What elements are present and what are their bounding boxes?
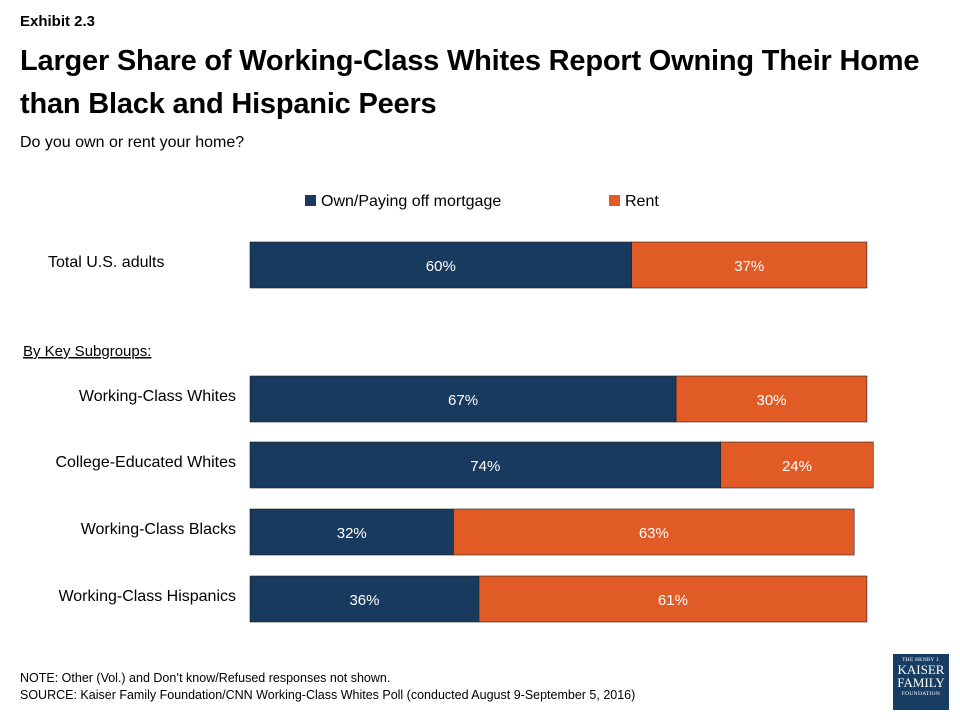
bar-own bbox=[249, 375, 677, 423]
data-label: 37% bbox=[734, 258, 764, 275]
logo-line: KAISER bbox=[897, 662, 945, 677]
category-label: College-Educated Whites bbox=[55, 454, 236, 471]
logo-line: FAMILY bbox=[897, 675, 945, 690]
data-label: 30% bbox=[757, 392, 787, 409]
group-label: By Key Subgroups: bbox=[23, 343, 151, 360]
chart-title: Larger Share of Working-Class Whites Rep… bbox=[20, 45, 920, 120]
bar-own bbox=[249, 241, 632, 289]
chart-subtitle: Do you own or rent your home? bbox=[20, 134, 245, 151]
legend-swatch bbox=[609, 195, 620, 206]
bar-rent bbox=[478, 575, 868, 623]
stacked-bar-chart: Own/Paying off mortgage Rent By Key Subgro… bbox=[23, 193, 874, 623]
legend-swatch bbox=[305, 195, 316, 206]
data-label: 24% bbox=[782, 458, 812, 475]
category-label: Total U.S. adults bbox=[48, 254, 165, 271]
data-label: 63% bbox=[639, 525, 669, 542]
data-label: 32% bbox=[337, 525, 367, 542]
kff-logo: THE HENRY J. KAISER FAMILY FOUNDATION bbox=[893, 654, 949, 710]
legend-label: Rent bbox=[625, 193, 659, 210]
bar-own bbox=[249, 575, 480, 623]
logo-line: FOUNDATION bbox=[901, 691, 941, 697]
category-label: Working-Class Hispanics bbox=[58, 588, 236, 605]
bar-own bbox=[249, 441, 721, 489]
bar-rent bbox=[720, 441, 874, 489]
category-label: Working-Class Whites bbox=[79, 388, 236, 405]
source-note: SOURCE: Kaiser Family Foundation/CNN Wor… bbox=[20, 688, 636, 702]
data-label: 60% bbox=[426, 258, 456, 275]
data-label: 61% bbox=[658, 592, 688, 609]
data-label: 74% bbox=[470, 458, 500, 475]
exhibit-label: Exhibit 2.3 bbox=[20, 13, 96, 30]
logo-line: THE HENRY J. bbox=[902, 657, 940, 663]
data-label: 36% bbox=[349, 592, 379, 609]
bar-rent bbox=[631, 241, 868, 289]
bar-rent bbox=[675, 375, 868, 423]
data-label: 67% bbox=[448, 392, 478, 409]
legend-label: Own/Paying off mortgage bbox=[321, 193, 501, 210]
footnote: NOTE: Other (Vol.) and Don’t know/Refuse… bbox=[20, 671, 391, 685]
category-label: Working-Class Blacks bbox=[81, 521, 236, 538]
bar-rent bbox=[453, 508, 855, 556]
